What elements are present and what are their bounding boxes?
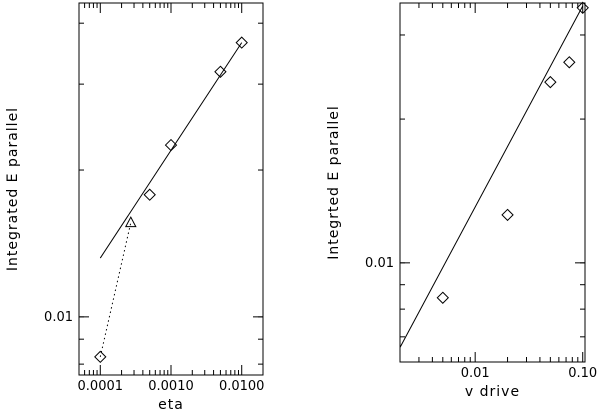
left-plot-frame xyxy=(78,2,264,376)
left-triangle-marker xyxy=(124,216,137,228)
right-x-tick-label: 0.10 xyxy=(568,366,597,381)
left-x-axis-label: eta xyxy=(158,397,184,413)
left-x-tick-label: 0.0010 xyxy=(148,379,194,394)
right-plot-frame xyxy=(399,2,586,363)
right-y-axis-label: Integrted E parallel xyxy=(326,105,342,260)
left-panel: 0.0001 0.0010 0.0100 0.01 eta Integrated E … xyxy=(5,2,264,413)
left-x-tick-label: 0.0100 xyxy=(219,379,265,394)
left-diamond-marker xyxy=(164,138,178,152)
right-diamond-marker xyxy=(501,208,514,222)
right-y-tick-label: 0.01 xyxy=(365,256,394,271)
right-markers xyxy=(436,1,589,304)
right-diamond-marker xyxy=(576,1,589,15)
left-dotted-line xyxy=(99,222,132,357)
right-diamond-marker xyxy=(563,56,576,69)
right-x-axis-label: v drive xyxy=(465,384,520,400)
left-diamond-marker xyxy=(235,36,248,49)
left-diamond-marker xyxy=(94,350,107,364)
left-diamond-marker xyxy=(143,188,156,201)
left-lines xyxy=(99,42,243,357)
left-y-tick-label: 0.01 xyxy=(44,310,73,325)
left-y-axis-label: Integrated E parallel xyxy=(5,107,21,271)
right-x-tick-label: 0.01 xyxy=(461,366,490,381)
right-ticks: 0.01 0.10 0.01 xyxy=(365,3,597,381)
left-markers xyxy=(94,36,248,364)
right-diamond-marker xyxy=(544,75,557,89)
right-panel: 0.01 0.10 0.01 v drive Integrted E paralle… xyxy=(326,1,597,400)
left-x-tick-label: 0.0001 xyxy=(78,379,124,394)
left-ticks: 0.0001 0.0010 0.0100 0.01 xyxy=(44,3,264,394)
right-lines xyxy=(399,5,584,348)
left-diamond-marker xyxy=(214,65,227,78)
right-fit-line xyxy=(399,5,584,348)
right-diamond-marker xyxy=(436,291,450,304)
